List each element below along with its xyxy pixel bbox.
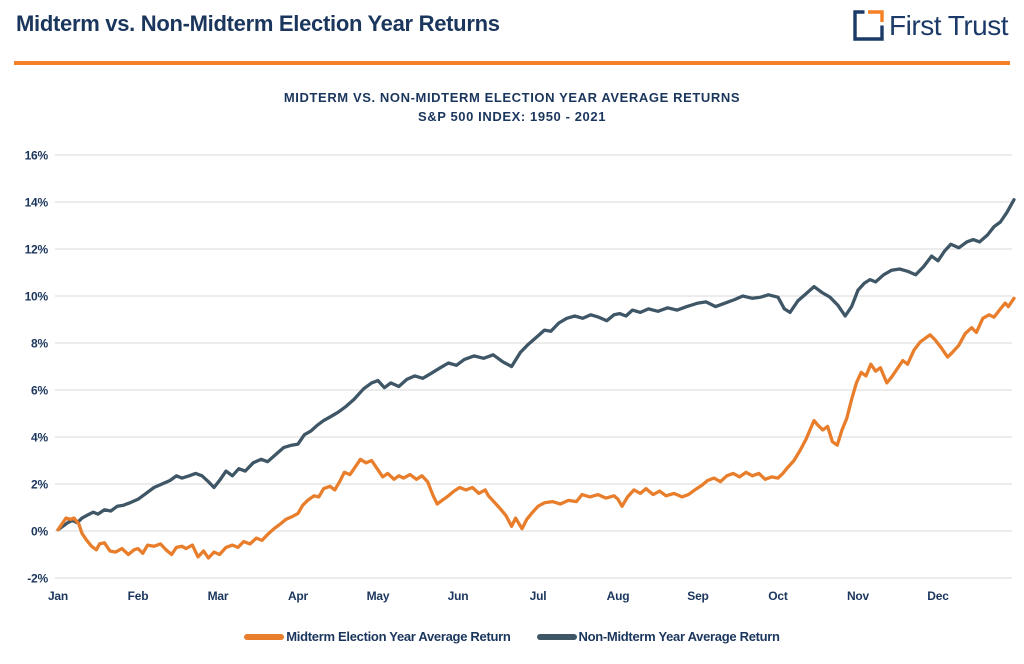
chart-legend: Midterm Election Year Average Return Non… — [0, 629, 1024, 644]
x-axis-label: Jun — [448, 589, 469, 603]
midterm-legend-swatch — [244, 633, 285, 640]
y-axis-label: 10% — [25, 290, 49, 304]
y-axis-label: 12% — [25, 243, 49, 257]
chart-title: MIDTERM VS. NON-MIDTERM ELECTION YEAR AV… — [283, 90, 741, 105]
x-axis-label: Apr — [288, 589, 309, 603]
x-axis-label: Mar — [208, 589, 229, 603]
y-axis-label: 16% — [25, 149, 49, 163]
y-axis-label: 0% — [31, 525, 48, 539]
y-axis-label: 14% — [25, 196, 49, 210]
x-axis-label: May — [367, 589, 390, 603]
midterm-line — [56, 296, 1016, 560]
legend-item-midterm: Midterm Election Year Average Return — [244, 629, 511, 644]
x-axis-label: Sep — [687, 589, 708, 603]
first-trust-logo-icon — [853, 10, 884, 41]
y-axis-label: -2% — [27, 572, 48, 586]
y-axis-label: 6% — [31, 384, 48, 398]
non-midterm-legend-swatch — [536, 633, 577, 640]
legend-item-non-midterm: Non-Midterm Year Average Return — [536, 629, 780, 644]
first-trust-logo-text: First Trust — [889, 9, 1008, 41]
x-axis-label: Feb — [128, 589, 149, 603]
first-trust-logo: First Trust — [852, 9, 1008, 42]
y-axis-label: 4% — [31, 431, 48, 445]
x-axis-label: Dec — [927, 589, 949, 603]
x-axis-label: Nov — [847, 589, 870, 603]
x-axis-label: Jan — [48, 589, 68, 603]
chart-canvas: 16% 14% 12% 10% 8% 6% 4% 2% 0% -2%Jan Feb Mar Apr May… — [25, 149, 1016, 603]
x-axis-label: Aug — [607, 589, 630, 603]
non-midterm-line — [56, 198, 1016, 532]
page-title: Midterm vs. Non-Midterm Election Year Re… — [16, 11, 500, 36]
orange-divider — [14, 61, 1010, 65]
y-axis-label: 8% — [31, 337, 48, 351]
y-axis-label: 2% — [31, 478, 48, 492]
chart-subtitle: S&P 500 INDEX: 1950 - 2021 — [417, 109, 607, 124]
x-axis-label: Jul — [530, 589, 547, 603]
midterm-legend-label: Midterm Election Year Average Return — [286, 629, 511, 644]
non-midterm-legend-label: Non-Midterm Year Average Return — [578, 629, 780, 644]
x-axis-label: Oct — [768, 589, 788, 603]
